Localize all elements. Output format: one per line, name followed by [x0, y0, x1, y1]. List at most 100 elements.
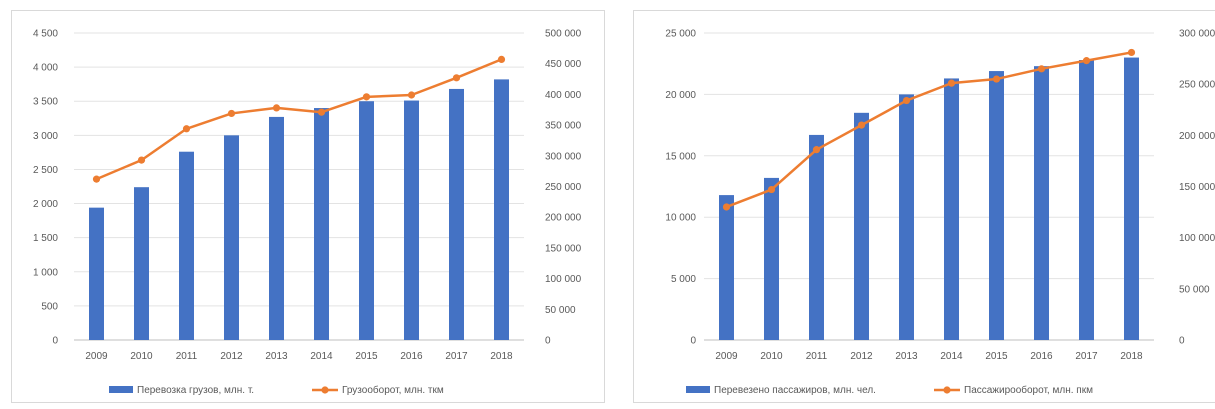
y-axis-tick-label: 1 000 — [33, 267, 58, 278]
y-axis-tick-label: 4 000 — [33, 63, 58, 74]
bar — [1034, 66, 1049, 340]
line-marker — [857, 121, 866, 129]
bar — [1079, 60, 1094, 341]
x-axis-tick-label: 2016 — [1030, 351, 1053, 362]
passenger-chart: 0 5 000 10 000 15 000 20 000 25 000 0 50 000 100… — [665, 29, 1215, 397]
x-axis-tick-label: 2012 — [850, 351, 873, 362]
bar — [899, 94, 914, 341]
line-marker — [902, 96, 911, 105]
x-axis-tick-label: 2011 — [176, 351, 198, 362]
passenger-chart-panel: 0 5 000 10 000 15 000 20 000 25 000 0 50 000 100… — [633, 10, 1215, 403]
bar — [134, 187, 149, 340]
bar — [854, 112, 869, 340]
line-marker — [272, 104, 281, 112]
y-axis-tick-label: 3 500 — [33, 97, 58, 108]
y2-axis-tick-label: 150 000 — [545, 243, 582, 254]
line-marker — [812, 146, 821, 154]
bar — [764, 177, 779, 340]
bar — [1124, 57, 1139, 341]
y2-axis-tick-label: 300 000 — [1179, 29, 1215, 40]
bar — [269, 116, 284, 340]
y2-axis-tick-label: 450 000 — [545, 59, 582, 70]
legend-swatch-marker — [943, 386, 951, 394]
y2-axis-tick-label: 100 000 — [545, 274, 582, 285]
line-marker — [992, 75, 1001, 83]
bar — [224, 135, 239, 340]
y2-axis-tick-label: 350 000 — [545, 121, 582, 132]
line-marker — [1037, 65, 1046, 73]
bar — [809, 134, 824, 340]
y2-axis-tick-label: 300 000 — [545, 151, 582, 162]
x-axis-tick-label: 2015 — [355, 351, 378, 362]
y2-axis-tick-label: 250 000 — [545, 182, 582, 193]
line-marker — [1082, 57, 1091, 65]
line-marker — [452, 74, 461, 82]
bar — [359, 101, 374, 340]
x-axis-tick-label: 2009 — [85, 351, 108, 362]
line-series — [726, 51, 1132, 209]
x-axis-tick-label: 2018 — [1120, 351, 1143, 362]
x-axis-tick-label: 2013 — [265, 351, 288, 362]
y2-axis-tick-label: 200 000 — [1179, 131, 1215, 142]
bar — [314, 108, 329, 341]
x-axis-tick-label: 2014 — [310, 351, 333, 362]
y-axis-tick-label: 2 000 — [33, 199, 58, 210]
y-axis-tick-label: 15 000 — [665, 151, 696, 162]
y2-axis-tick-label: 150 000 — [1179, 182, 1215, 193]
x-axis-tick-label: 2014 — [940, 351, 963, 362]
bar — [449, 88, 464, 340]
line-marker — [362, 93, 371, 101]
x-axis-tick-label: 2017 — [1075, 351, 1098, 362]
y-axis-tick-label: 0 — [690, 336, 696, 347]
legend-swatch-bar — [109, 386, 133, 393]
x-axis-tick-label: 2009 — [715, 351, 738, 362]
y-axis-tick-label: 4 500 — [33, 29, 58, 40]
line-marker — [407, 91, 416, 99]
line-marker — [92, 175, 101, 183]
y-axis-tick-label: 2 500 — [33, 165, 58, 176]
y2-axis-tick-label: 250 000 — [1179, 80, 1215, 91]
bar — [989, 71, 1004, 341]
y-axis-tick-label: 25 000 — [665, 29, 696, 40]
y-axis-tick-label: 3 000 — [33, 131, 58, 142]
y-axis-tick-label: 20 000 — [665, 90, 696, 101]
bar — [179, 151, 194, 340]
x-axis-tick-label: 2010 — [760, 351, 783, 362]
x-axis-tick-label: 2016 — [400, 351, 423, 362]
line-marker — [137, 156, 146, 164]
bar — [944, 78, 959, 340]
y2-axis-tick-label: 500 000 — [545, 29, 582, 40]
bar — [89, 207, 104, 340]
x-axis-tick-label: 2012 — [220, 351, 243, 362]
legend-label: Перевезено пассажиров, млн. чел. — [714, 385, 876, 396]
y2-axis-tick-label: 50 000 — [1179, 284, 1210, 295]
line-marker — [1127, 48, 1136, 57]
line-marker — [767, 185, 776, 194]
bar — [404, 100, 419, 340]
line-marker — [497, 55, 506, 64]
legend-label: Перевозка грузов, млн. т. — [137, 385, 254, 396]
y2-axis-tick-label: 0 — [1179, 336, 1185, 347]
x-axis-tick-label: 2018 — [490, 351, 513, 362]
line-series — [96, 58, 502, 181]
x-axis-tick-label: 2011 — [806, 351, 828, 362]
x-axis-tick-label: 2017 — [445, 351, 468, 362]
y-axis-tick-label: 1 500 — [33, 233, 58, 244]
legend-label: Грузооборот, млн. ткм — [342, 384, 444, 396]
x-axis-tick-label: 2015 — [985, 351, 1008, 362]
y-axis-tick-label: 10 000 — [665, 213, 696, 224]
y-axis-tick-label: 500 — [41, 301, 58, 312]
y2-axis-tick-label: 200 000 — [545, 213, 582, 224]
bar — [719, 195, 734, 340]
line-marker — [317, 108, 326, 116]
legend-swatch-marker — [321, 386, 329, 394]
x-axis-tick-label: 2013 — [895, 351, 918, 362]
line-marker — [182, 125, 191, 133]
x-axis-tick-label: 2010 — [130, 351, 153, 362]
line-marker — [722, 203, 731, 211]
y2-axis-tick-label: 0 — [545, 336, 551, 347]
line-marker — [227, 109, 236, 118]
line-marker — [947, 79, 956, 87]
y-axis-tick-label: 0 — [52, 336, 58, 347]
y2-axis-tick-label: 50 000 — [545, 305, 576, 316]
